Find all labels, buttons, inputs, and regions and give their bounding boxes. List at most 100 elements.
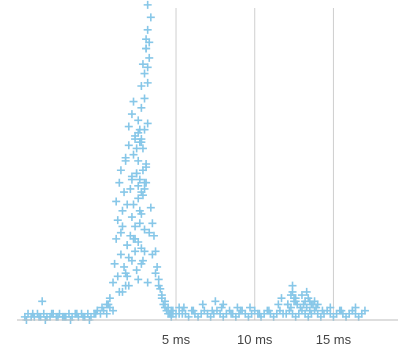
data-point	[93, 306, 102, 315]
data-point	[138, 60, 147, 69]
data-point	[134, 275, 143, 284]
x-tick-label-10ms: 10 ms	[237, 332, 273, 347]
data-point	[148, 219, 157, 228]
data-point	[121, 153, 130, 162]
data-point	[143, 278, 152, 287]
data-point	[132, 169, 141, 178]
data-point	[118, 206, 127, 215]
data-point	[129, 234, 138, 243]
data-point	[142, 160, 151, 168]
data-point	[137, 244, 146, 253]
data-point	[219, 300, 228, 309]
data-point	[105, 294, 114, 303]
data-point	[131, 131, 140, 140]
data-point	[277, 294, 286, 303]
data-point	[72, 309, 81, 318]
data-point	[149, 231, 158, 240]
data-point	[132, 266, 141, 275]
data-point	[208, 306, 217, 315]
data-point	[143, 0, 152, 9]
data-point	[142, 44, 151, 53]
data-point	[146, 203, 155, 212]
data-point	[124, 122, 133, 131]
data-point	[102, 300, 111, 309]
data-point	[126, 184, 135, 193]
data-point	[132, 144, 141, 153]
data-point	[120, 262, 129, 271]
data-point	[305, 306, 314, 315]
data-point	[198, 300, 207, 309]
data-point	[123, 241, 132, 250]
data-point	[127, 213, 136, 222]
data-point	[143, 63, 152, 72]
data-point	[28, 309, 37, 318]
data-point	[145, 228, 154, 237]
data-point	[137, 135, 146, 144]
data-point	[154, 281, 163, 290]
data-point	[135, 175, 144, 184]
data-point	[143, 78, 152, 87]
data-point	[160, 297, 169, 306]
data-point	[113, 272, 122, 281]
data-point	[297, 291, 306, 300]
data-point	[135, 206, 144, 215]
data-point	[145, 38, 154, 47]
data-point	[113, 216, 122, 225]
data-point	[146, 13, 155, 22]
data-point	[140, 94, 149, 103]
data-point	[313, 300, 322, 309]
data-point	[274, 300, 283, 309]
data-point	[112, 234, 121, 243]
data-point	[137, 188, 146, 197]
data-point	[143, 25, 152, 34]
data-point	[138, 166, 147, 175]
data-point	[291, 294, 300, 303]
data-point	[124, 141, 133, 150]
data-point	[305, 297, 314, 306]
data-point	[110, 259, 119, 268]
x-tick-label-5ms: 5 ms	[162, 332, 191, 347]
data-point	[138, 256, 147, 265]
data-point	[121, 269, 130, 278]
data-point	[116, 166, 125, 175]
data-point	[302, 287, 311, 296]
data-point	[318, 306, 327, 315]
data-point	[123, 200, 132, 209]
data-point	[116, 250, 125, 259]
data-point	[179, 303, 188, 312]
data-point	[286, 303, 295, 312]
data-point	[246, 303, 255, 312]
data-point	[337, 306, 346, 315]
data-point	[109, 278, 118, 287]
data-point	[351, 303, 360, 312]
data-point	[98, 303, 107, 312]
data-point	[189, 306, 198, 315]
data-point	[142, 178, 151, 187]
data-point	[115, 178, 124, 187]
data-point	[127, 110, 136, 119]
data-point	[38, 297, 47, 306]
data-point	[116, 228, 125, 237]
data-point	[131, 222, 140, 231]
data-point	[124, 281, 133, 290]
data-point	[134, 116, 143, 125]
data-point	[134, 156, 143, 165]
data-point	[137, 103, 146, 112]
data-point	[157, 291, 166, 300]
data-point	[120, 188, 129, 197]
data-point	[227, 309, 236, 318]
data-point	[145, 53, 154, 62]
data-point	[211, 297, 220, 306]
data-point	[135, 219, 144, 228]
data-point	[140, 225, 149, 234]
data-point	[151, 269, 160, 278]
data-point	[129, 97, 138, 106]
data-point	[134, 181, 143, 190]
data-point	[127, 172, 136, 181]
data-point	[134, 194, 143, 203]
data-point	[118, 222, 127, 231]
data-point	[140, 69, 149, 78]
data-point	[326, 303, 335, 312]
x-tick-label-15ms: 15 ms	[316, 332, 352, 347]
